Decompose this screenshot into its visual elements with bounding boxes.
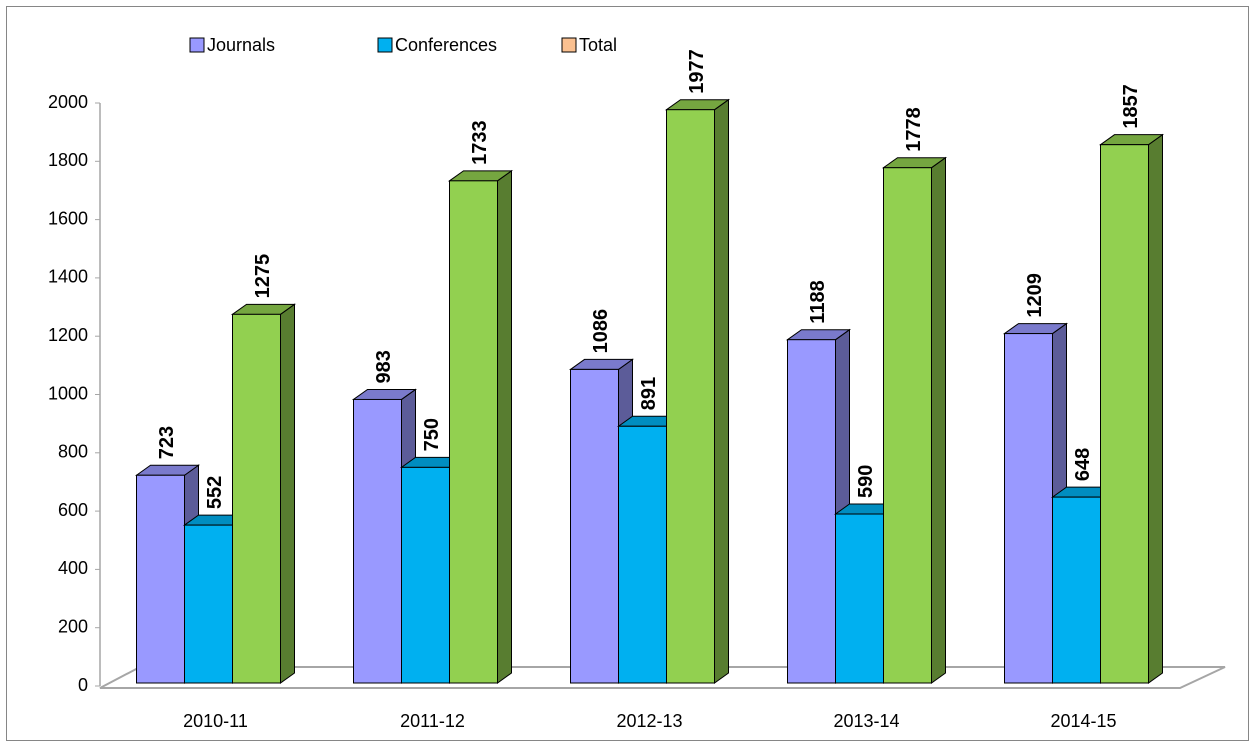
y-tick-label: 1600 bbox=[48, 208, 88, 228]
y-tick-label: 2000 bbox=[48, 92, 88, 112]
bar-side bbox=[931, 156, 946, 684]
x-tick-label: 2011-12 bbox=[400, 711, 465, 731]
value-label: 590 bbox=[855, 465, 877, 498]
value-label: 552 bbox=[204, 476, 226, 509]
legend-swatch bbox=[377, 37, 393, 53]
y-tick-label: 400 bbox=[58, 558, 88, 578]
legend-label: Journals bbox=[207, 35, 275, 55]
bar-front bbox=[449, 180, 498, 684]
bar-side bbox=[280, 303, 295, 684]
y-tick-label: 1000 bbox=[48, 383, 88, 403]
bar bbox=[230, 303, 297, 684]
value-label: 1086 bbox=[590, 309, 612, 354]
value-label: 1977 bbox=[686, 49, 708, 94]
y-tick-label: 1800 bbox=[48, 150, 88, 170]
value-label: 1209 bbox=[1024, 273, 1046, 318]
bar-front bbox=[232, 313, 281, 684]
value-label: 1857 bbox=[1120, 84, 1142, 129]
value-label: 1733 bbox=[469, 120, 491, 165]
bar-front bbox=[787, 339, 836, 684]
bar bbox=[881, 156, 948, 684]
bar-front bbox=[353, 398, 402, 684]
bar bbox=[664, 98, 731, 684]
bar-front bbox=[184, 524, 233, 684]
y-tick-label: 800 bbox=[58, 442, 88, 462]
legend-swatch bbox=[561, 37, 577, 53]
value-label: 1188 bbox=[807, 280, 829, 323]
value-label: 891 bbox=[638, 377, 660, 410]
y-tick-label: 1200 bbox=[48, 325, 88, 345]
legend-swatch bbox=[189, 37, 205, 53]
x-tick-label: 2013-14 bbox=[833, 711, 899, 731]
bar-side bbox=[1148, 133, 1163, 684]
bar-front bbox=[618, 425, 667, 684]
value-label: 723 bbox=[156, 426, 178, 459]
bar-front bbox=[570, 368, 619, 684]
bar-side bbox=[714, 98, 729, 684]
x-tick-label: 2012-13 bbox=[616, 711, 682, 731]
value-label: 1778 bbox=[903, 107, 925, 152]
value-label: 750 bbox=[421, 418, 443, 451]
y-tick-label: 200 bbox=[58, 616, 88, 636]
bar-front bbox=[666, 109, 715, 684]
value-label: 983 bbox=[373, 350, 395, 383]
legend-label: Total bbox=[579, 35, 617, 55]
bar-front bbox=[883, 167, 932, 684]
bar bbox=[447, 169, 514, 684]
bar-side bbox=[497, 169, 512, 684]
bar-front bbox=[1004, 333, 1053, 684]
bar-front bbox=[835, 513, 884, 684]
value-label: 648 bbox=[1072, 448, 1094, 481]
y-tick-label: 600 bbox=[58, 500, 88, 520]
value-label: 1275 bbox=[252, 254, 274, 299]
y-tick-label: 0 bbox=[78, 675, 88, 695]
bar-front bbox=[401, 466, 450, 684]
x-tick-label: 2010-11 bbox=[183, 711, 248, 731]
bar-front bbox=[136, 474, 185, 684]
bar-front bbox=[1100, 144, 1149, 684]
bar-front bbox=[1052, 496, 1101, 684]
bar bbox=[1098, 133, 1165, 684]
x-tick-label: 2014-15 bbox=[1050, 711, 1116, 731]
legend-label: Conferences bbox=[395, 35, 497, 55]
y-tick-label: 1400 bbox=[48, 267, 88, 287]
